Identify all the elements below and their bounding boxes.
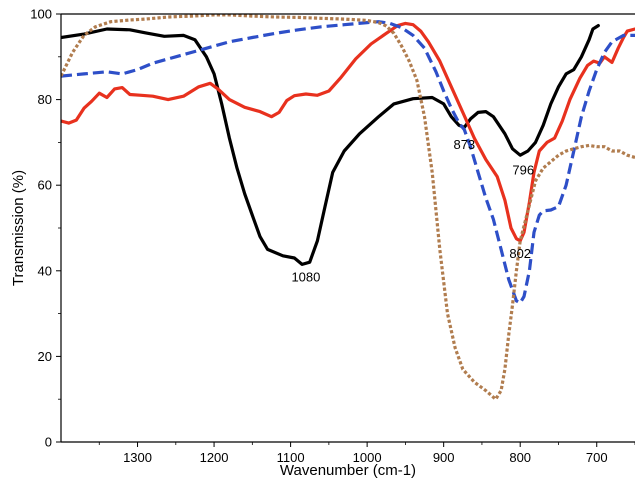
peak-label-1080: 1080 xyxy=(291,270,320,285)
y-tick-label: 0 xyxy=(45,435,52,450)
y-tick-label: 60 xyxy=(38,178,52,193)
y-tick-label: 100 xyxy=(30,7,52,22)
peak-label-873: 873 xyxy=(453,137,475,152)
series-line-3 xyxy=(61,20,635,305)
series-line-1 xyxy=(61,24,600,266)
y-tick-label: 20 xyxy=(38,349,52,364)
y-tick-label: 80 xyxy=(38,92,52,107)
x-tick-label: 1300 xyxy=(123,450,152,465)
series-line-4 xyxy=(61,14,635,401)
x-tick-label: 1200 xyxy=(200,450,229,465)
ticks-layer: 0 20 40 60 80 100 1300 1200 1100 1000 900 800 700 xyxy=(30,7,635,465)
x-tick-label: 900 xyxy=(433,450,455,465)
x-tick-label: 1100 xyxy=(277,450,305,465)
peak-label-802: 802 xyxy=(509,246,531,261)
annotations-layer: 1080 873 796 802 xyxy=(291,137,534,285)
x-tick-label: 800 xyxy=(509,450,531,465)
x-axis-title: Wavenumber (cm-1) xyxy=(280,462,416,479)
peak-label-796: 796 xyxy=(512,163,534,178)
series-line-2 xyxy=(61,21,635,243)
y-axis-title: Transmission (%) xyxy=(10,170,27,286)
x-tick-label: 700 xyxy=(586,450,608,465)
axes-layer xyxy=(60,13,635,443)
y-tick-label: 40 xyxy=(38,263,52,278)
x-tick-label: 1000 xyxy=(353,450,382,465)
series-layer xyxy=(61,14,635,401)
